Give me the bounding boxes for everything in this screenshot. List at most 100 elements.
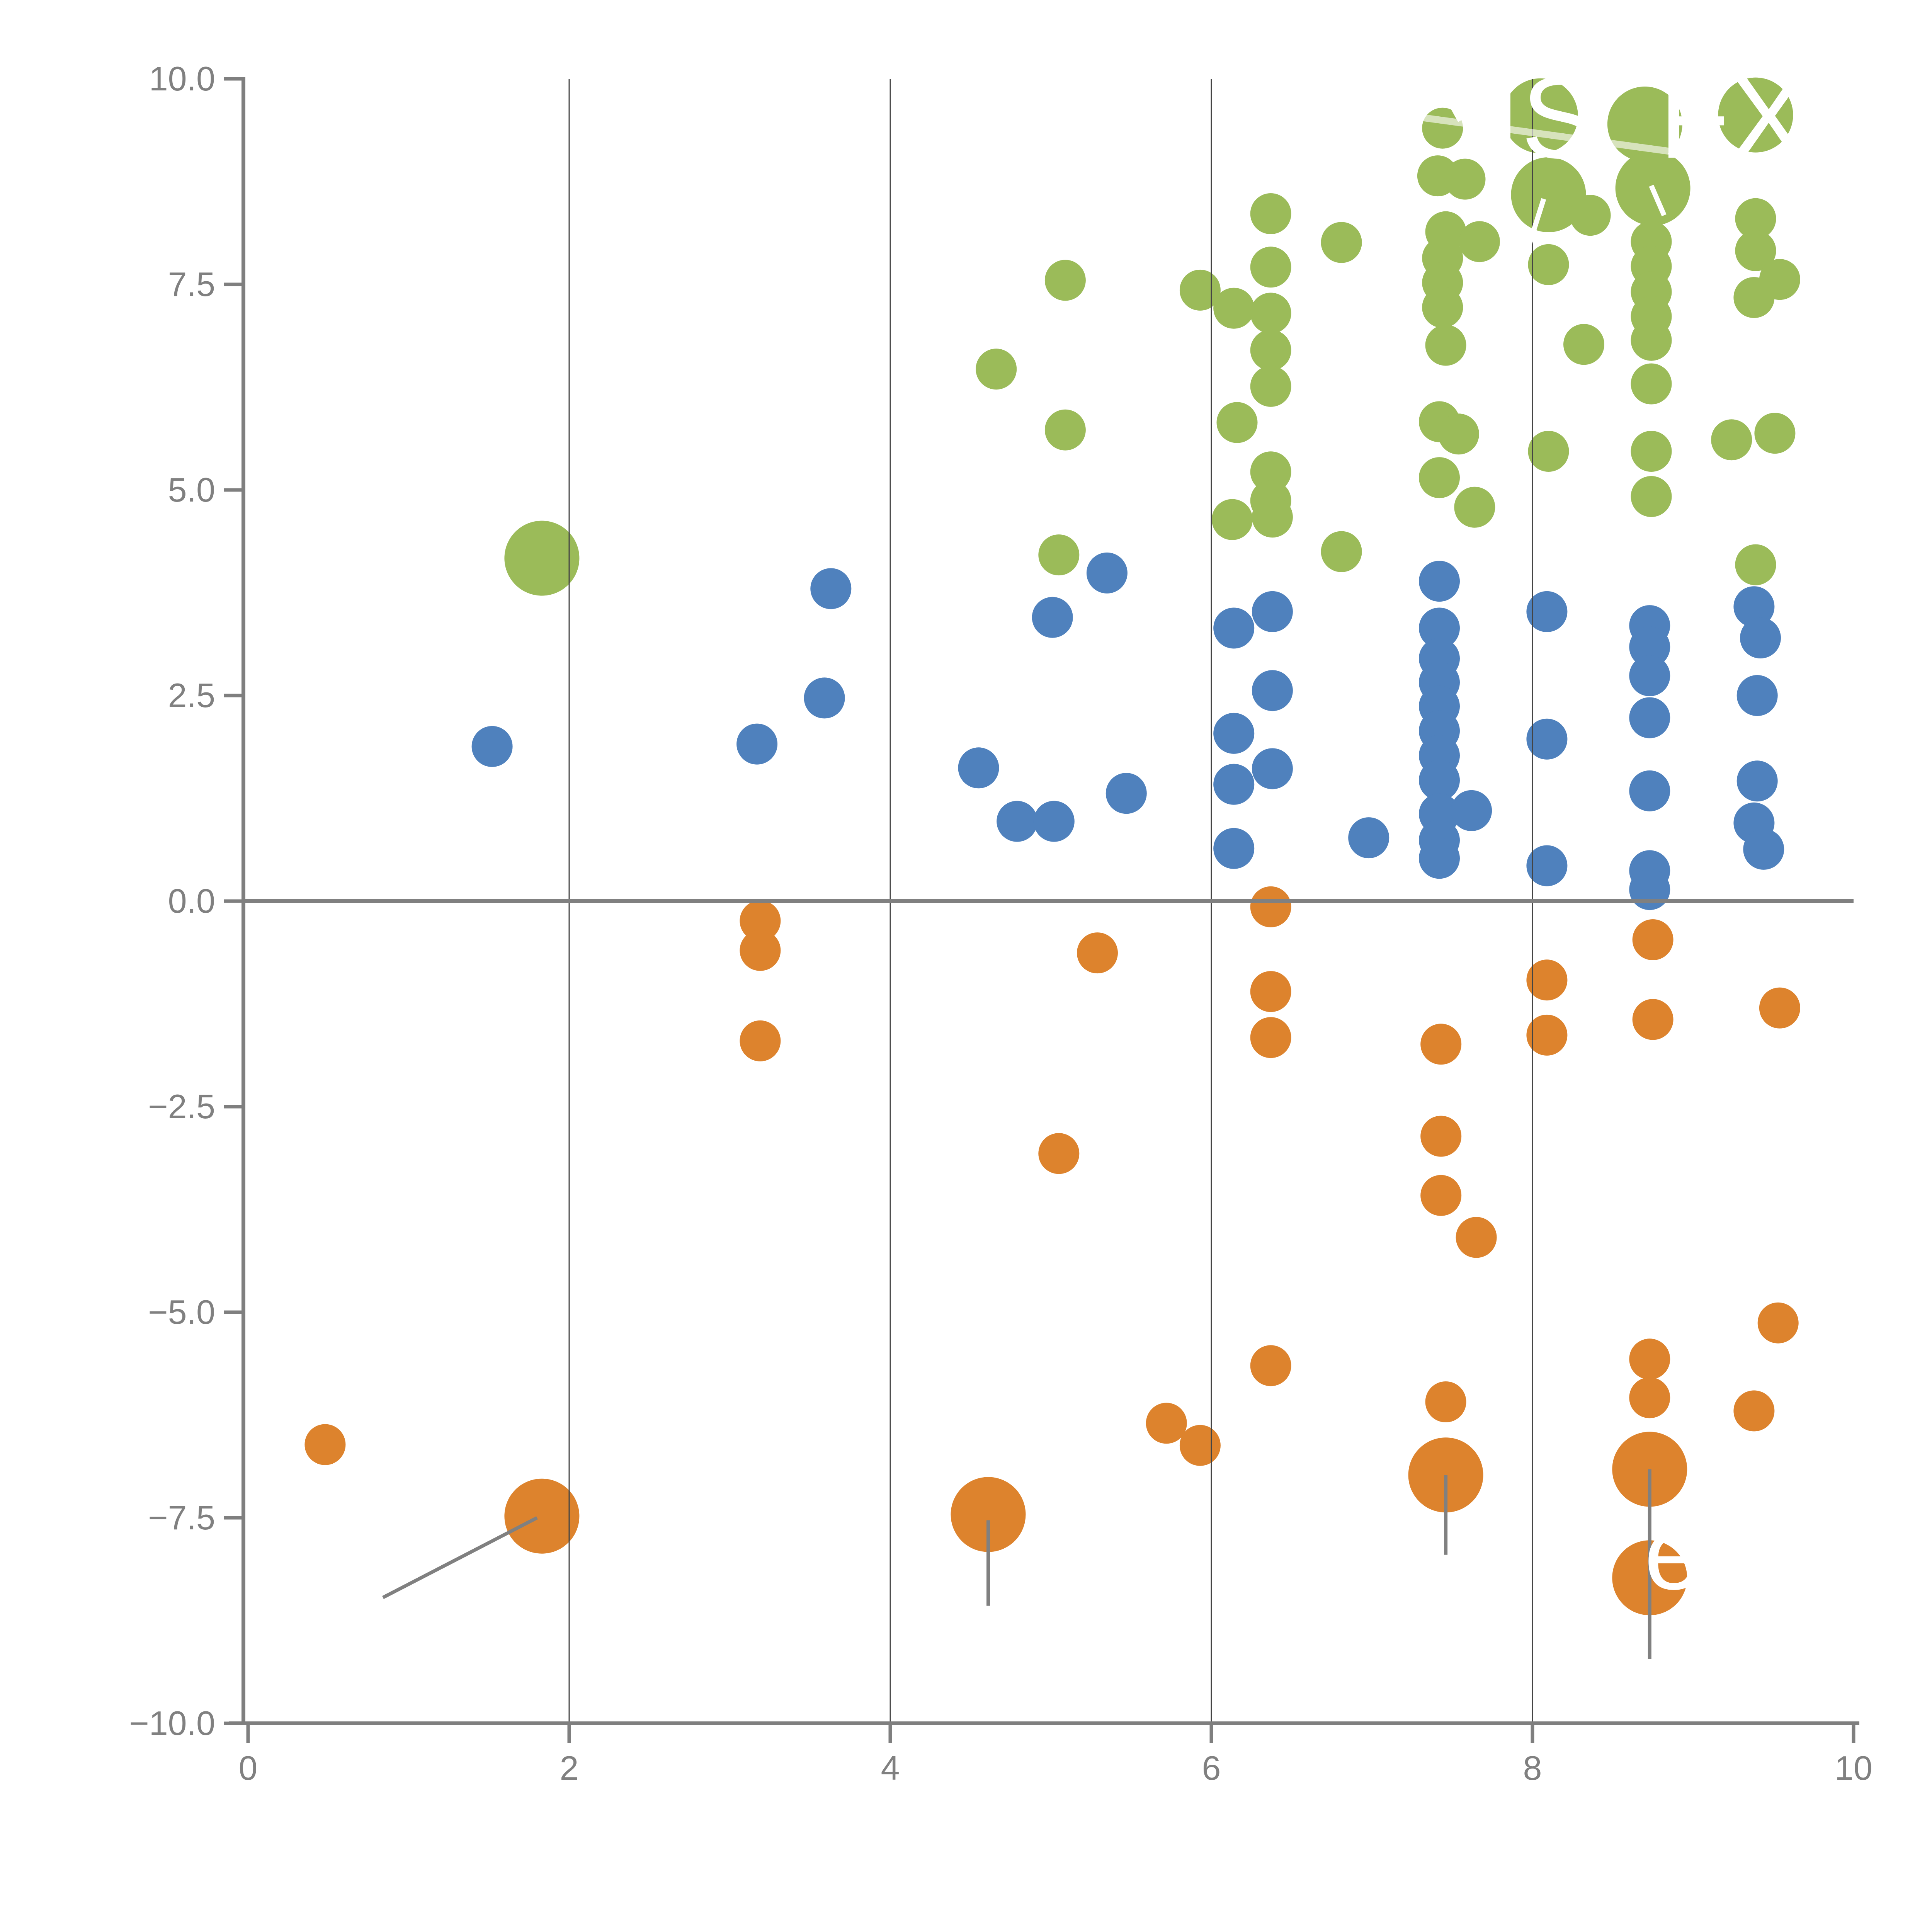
data-point-blue: [1213, 713, 1255, 754]
data-point-green: [1216, 402, 1258, 443]
data-point-green: [1459, 221, 1500, 262]
data-point-green: [1735, 230, 1776, 271]
data-point-blue: [1213, 607, 1255, 649]
data-point-blue: [1419, 838, 1460, 879]
data-point-green: [1631, 431, 1672, 472]
data-point-green: [1511, 157, 1586, 232]
white-segment: [1649, 185, 1667, 216]
data-point-green: [1321, 531, 1362, 572]
data-point-orange: [1759, 987, 1800, 1029]
data-point-green: [1570, 195, 1611, 236]
data-point-blue: [1419, 607, 1460, 649]
data-point-orange: [1632, 919, 1673, 960]
data-point-orange: [504, 1478, 580, 1554]
data-point-blue: [1348, 817, 1389, 859]
data-point-blue: [1105, 773, 1147, 814]
data-point-orange: [1420, 1116, 1462, 1157]
data-point-blue: [1743, 828, 1784, 870]
data-point-green: [1038, 534, 1080, 576]
data-point-orange: [1420, 1024, 1462, 1065]
white-text-fragment: e: [1644, 1495, 1702, 1611]
data-point-blue: [1032, 597, 1073, 638]
data-point-orange: [1250, 1345, 1291, 1386]
data-point-green: [1438, 413, 1479, 455]
white-text-fragment: IS: [1489, 53, 1598, 182]
data-point-green: [1711, 419, 1752, 461]
data-point-blue: [997, 801, 1038, 842]
data-point-orange: [1757, 1302, 1799, 1344]
y-tick-label: 2.5: [168, 676, 215, 714]
y-tick-label: 5.0: [168, 471, 215, 509]
data-point-green: [1454, 486, 1495, 528]
y-tick-label: −10.0: [129, 1704, 215, 1742]
data-point-green: [976, 349, 1017, 390]
data-point-blue: [1252, 670, 1293, 711]
data-point-blue: [810, 568, 852, 609]
data-point-blue: [1213, 828, 1255, 869]
data-point-green: [1213, 287, 1255, 329]
white-segment: [1522, 198, 1546, 261]
data-point-orange: [740, 1020, 781, 1061]
white-segment: [1448, 100, 1466, 122]
data-point-orange: [1420, 1175, 1462, 1216]
data-point-blue: [1213, 764, 1255, 805]
data-point-blue: [1733, 586, 1775, 628]
data-point-blue: [1419, 561, 1460, 602]
data-point-blue: [1033, 801, 1075, 842]
data-point-green: [1735, 544, 1776, 585]
data-point-green: [1563, 324, 1604, 365]
data-point-blue: [736, 723, 778, 765]
data-point-orange: [1038, 1133, 1080, 1174]
data-point-green: [504, 520, 580, 596]
data-point-green: [1631, 320, 1672, 361]
data-point-green: [1250, 247, 1291, 288]
data-point-blue: [1629, 626, 1670, 668]
data-point-blue: [958, 747, 999, 789]
y-tick-label: 7.5: [168, 265, 215, 303]
x-tick-label: 10: [1835, 1749, 1872, 1787]
data-point-orange: [1146, 1403, 1187, 1444]
x-tick-label: 0: [239, 1749, 258, 1787]
data-point-blue: [1629, 655, 1670, 696]
data-point-orange: [951, 1477, 1026, 1552]
x-tick-label: 4: [881, 1749, 900, 1787]
data-point-blue: [1736, 760, 1778, 802]
data-point-green: [1422, 287, 1463, 328]
data-point-green: [1733, 277, 1775, 318]
x-tick-label: 6: [1202, 1749, 1221, 1787]
data-point-orange: [1456, 1217, 1497, 1258]
data-point-orange: [1077, 932, 1118, 974]
data-point-green: [1250, 293, 1291, 334]
data-point-green: [1250, 366, 1291, 407]
x-tick-label: 8: [1523, 1749, 1542, 1787]
data-point-orange: [1629, 1338, 1670, 1380]
data-point-green: [1631, 363, 1672, 405]
data-point-blue: [1629, 697, 1670, 738]
data-point-green: [1718, 77, 1793, 153]
data-point-blue: [1252, 748, 1293, 789]
data-point-blue: [1526, 591, 1568, 632]
data-point-orange: [740, 900, 781, 942]
data-point-blue: [1252, 591, 1293, 632]
data-point-green: [1754, 413, 1796, 454]
y-tick-label: 10.0: [149, 60, 215, 98]
data-point-green: [1528, 244, 1569, 285]
y-tick-label: −2.5: [148, 1087, 215, 1126]
data-point-green: [1250, 193, 1291, 234]
data-point-orange: [1425, 1381, 1466, 1422]
data-point-blue: [1629, 869, 1670, 910]
data-point-green: [1735, 198, 1776, 239]
data-point-orange: [1250, 1017, 1291, 1058]
x-tick-label: 2: [560, 1749, 579, 1787]
data-point-orange: [1526, 1014, 1568, 1056]
data-point-orange: [1629, 1377, 1670, 1418]
white-text-fragment: FXJ: [1659, 53, 1865, 182]
data-point-green: [1444, 158, 1486, 200]
data-point-green: [1179, 269, 1221, 311]
data-point-green: [1631, 476, 1672, 517]
y-tick-label: 0.0: [168, 882, 215, 920]
data-point-blue: [1526, 845, 1568, 886]
data-point-blue: [1736, 675, 1778, 716]
data-point-green: [1044, 409, 1086, 451]
